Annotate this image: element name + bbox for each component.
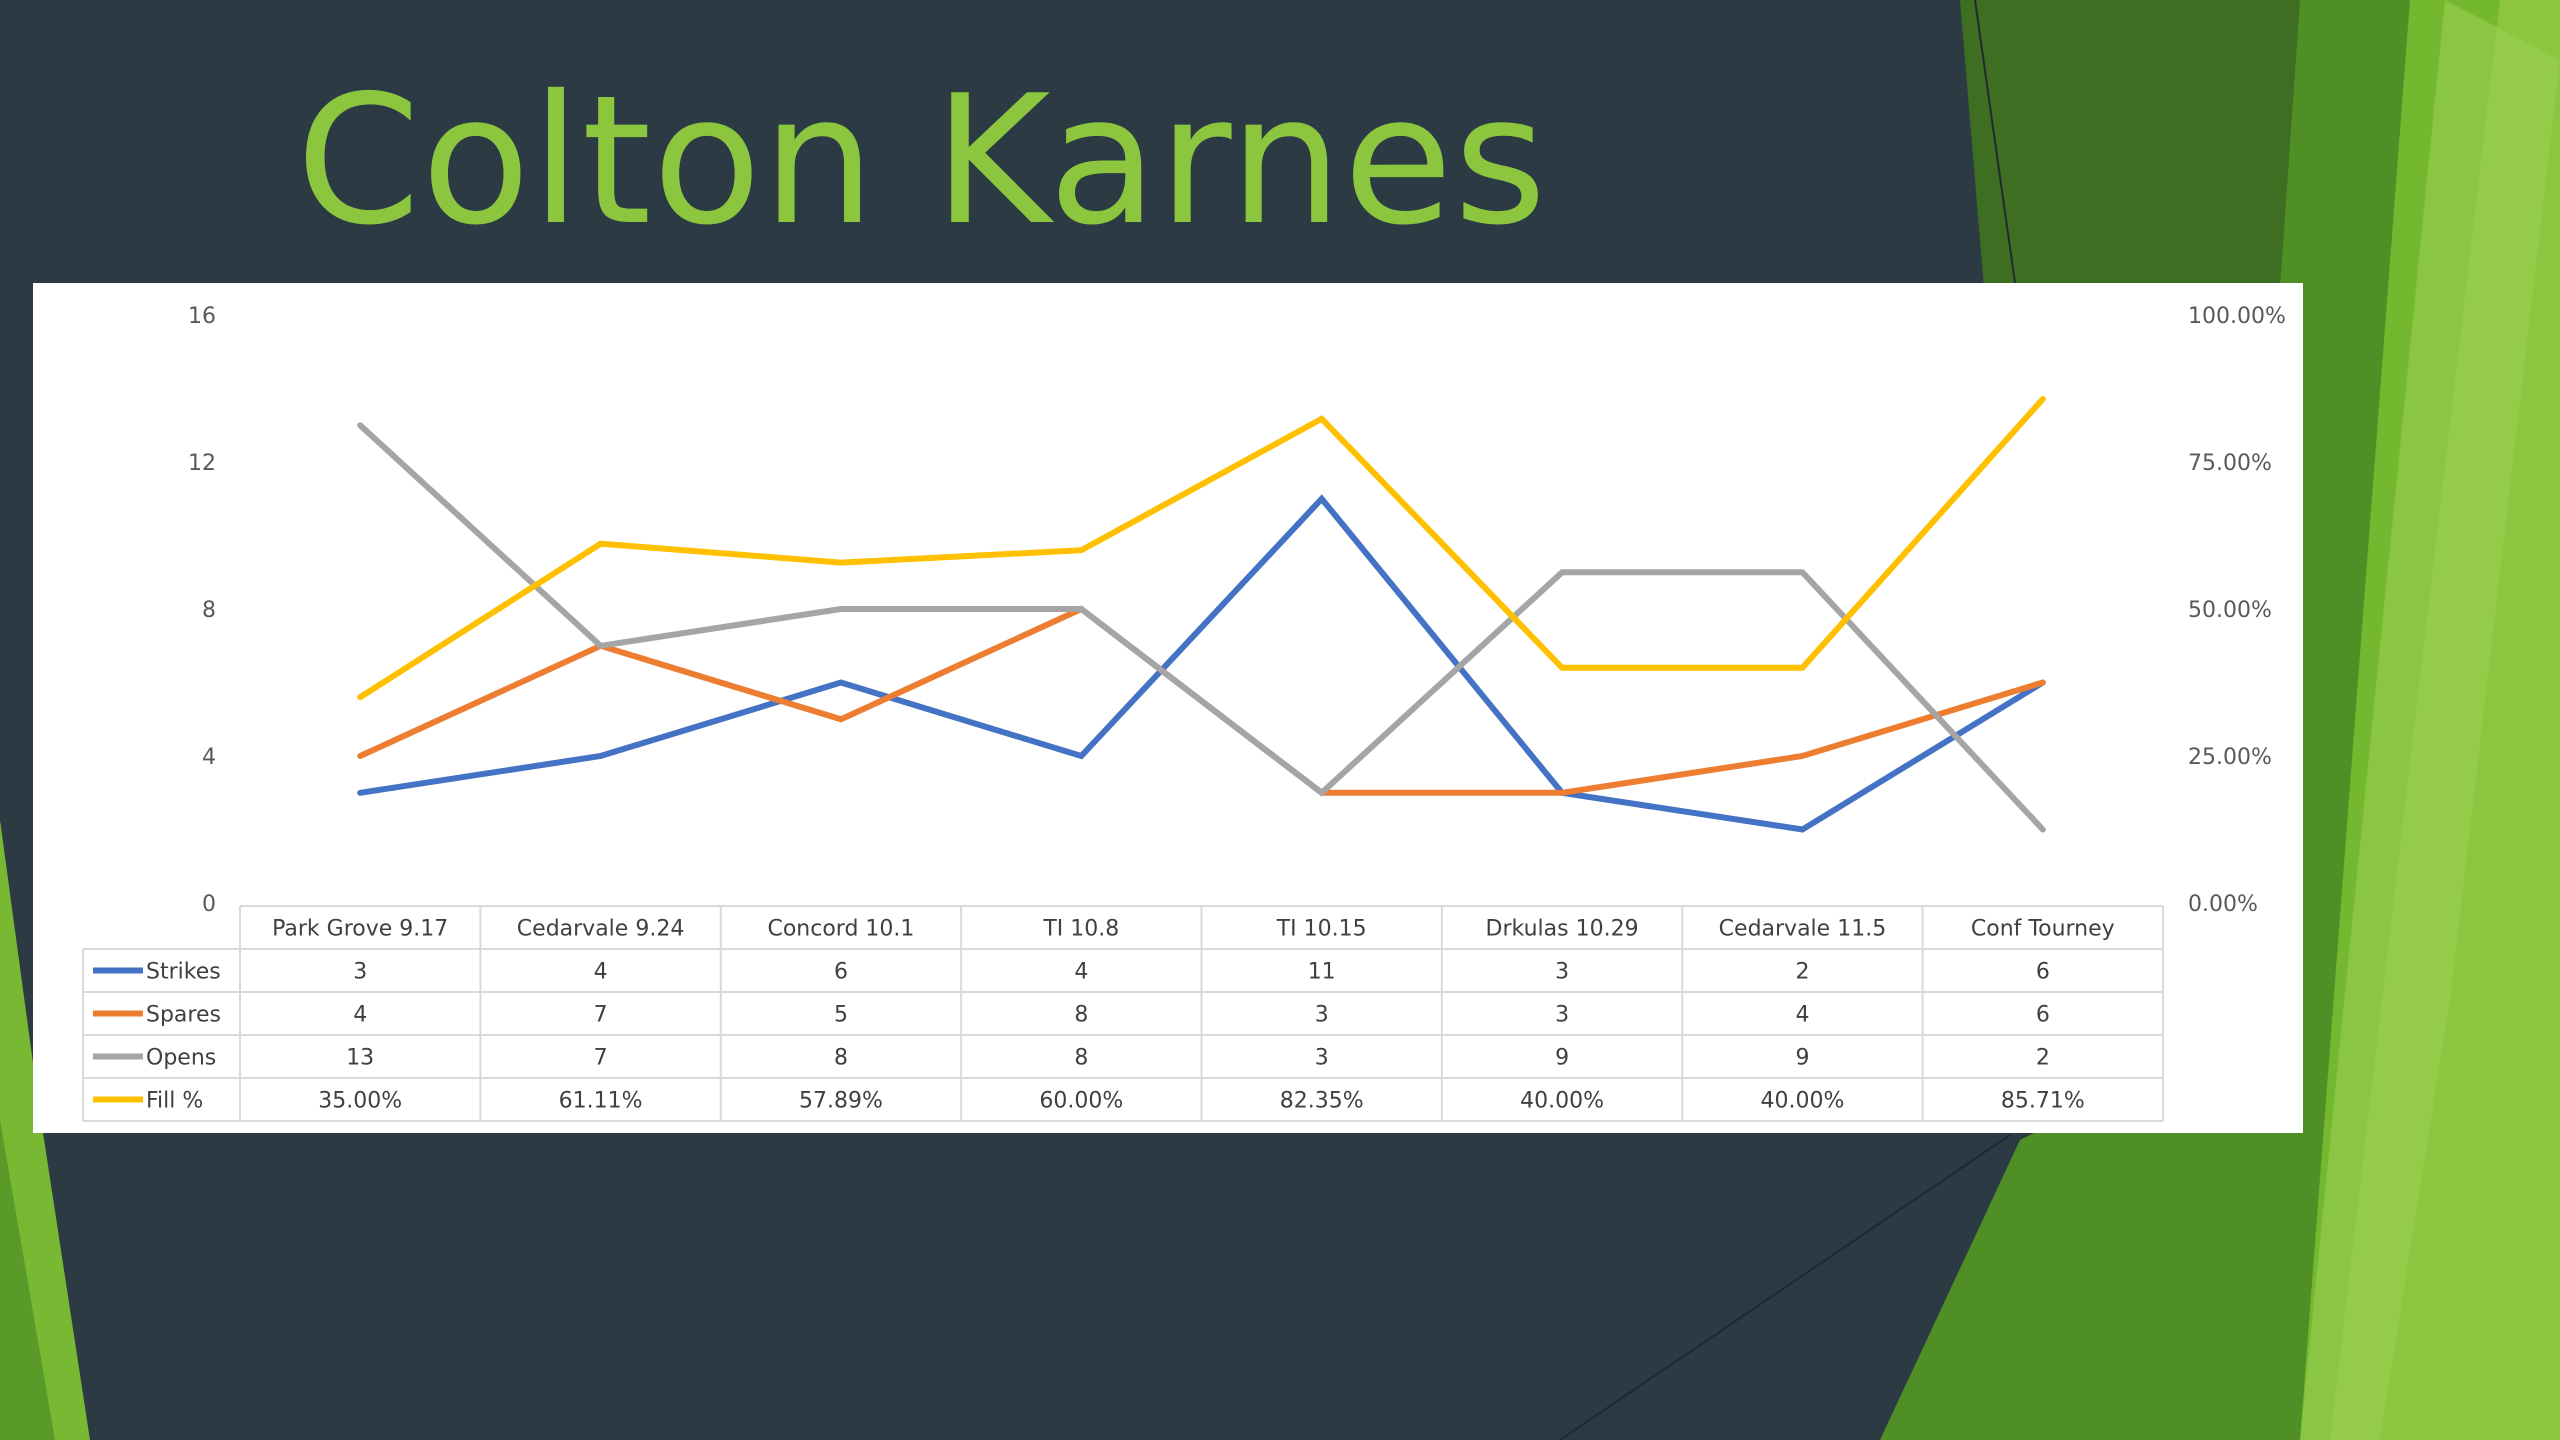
table-cell: 3	[1555, 1003, 1569, 1028]
decor-shape-pale	[2300, 0, 2560, 1440]
table-cell: 61.11%	[559, 1089, 643, 1114]
table-cell: 40.00%	[1520, 1089, 1604, 1114]
table-cell: 35.00%	[318, 1089, 402, 1114]
legend-label: Fill %	[146, 1089, 203, 1114]
x-category-label: Drkulas 10.29	[1486, 917, 1639, 942]
y2-tick-label: 25.00%	[2188, 745, 2272, 770]
x-category-label: Concord 10.1	[767, 917, 914, 942]
y2-tick-label: 100.00%	[2188, 304, 2286, 329]
table-cell: 9	[1555, 1046, 1569, 1071]
table-cell: 8	[1074, 1046, 1088, 1071]
plot-area	[357, 396, 2046, 833]
y-tick-label: 0	[202, 892, 216, 917]
x-category-label: Conf Tourney	[1971, 917, 2115, 942]
table-cell: 40.00%	[1760, 1089, 1844, 1114]
y-tick-label: 16	[188, 304, 216, 329]
table-cell: 9	[1795, 1046, 1809, 1071]
line-chart: 0 4 8 12 16 0.00% 25.00% 50.00% 75.00% 100.00% P…	[82, 304, 2286, 1122]
y2-tick-label: 50.00%	[2188, 598, 2272, 623]
series-line-strikes	[357, 494, 2046, 833]
table-cell: 7	[594, 1046, 608, 1071]
slide-title: Colton Karnes	[296, 57, 1548, 264]
series-line-opens	[357, 422, 2046, 833]
table-cell: 4	[1074, 960, 1088, 985]
table-cell: 82.35%	[1280, 1089, 1364, 1114]
y-axis-right: 0.00% 25.00% 50.00% 75.00% 100.00%	[2188, 304, 2286, 917]
x-category-label: TI 10.15	[1276, 917, 1367, 942]
table-cell: 13	[346, 1046, 374, 1071]
table-cell: 7	[594, 1003, 608, 1028]
legend-label: Strikes	[146, 960, 221, 985]
chart-panel: 0 4 8 12 16 0.00% 25.00% 50.00% 75.00% 100.00% P…	[33, 283, 2303, 1133]
y2-tick-label: 75.00%	[2188, 451, 2272, 476]
table-cell: 6	[834, 960, 848, 985]
table-cell: 4	[353, 1003, 367, 1028]
y-tick-label: 8	[202, 598, 216, 623]
decor-line	[1974, 0, 2016, 284]
data-table: Park Grove 9.17 Cedarvale 9.24 Concord 10.…	[82, 905, 2164, 1122]
table-cell: 5	[834, 1003, 848, 1028]
x-category-label: Cedarvale 9.24	[517, 917, 685, 942]
table-cell: 6	[2036, 960, 2050, 985]
y-tick-label: 4	[202, 745, 216, 770]
table-cell: 11	[1308, 960, 1336, 985]
table-cell: 3	[1315, 1046, 1329, 1071]
table-cell: 3	[1555, 960, 1569, 985]
table-cell: 2	[1795, 960, 1809, 985]
legend-label: Spares	[146, 1003, 221, 1028]
table-cell: 85.71%	[2001, 1089, 2085, 1114]
table-cell: 4	[594, 960, 608, 985]
y-tick-label: 12	[188, 451, 216, 476]
table-cell: 4	[1795, 1003, 1809, 1028]
legend-label: Opens	[146, 1046, 216, 1071]
table-cell: 60.00%	[1039, 1089, 1123, 1114]
x-category-label: Cedarvale 11.5	[1719, 917, 1887, 942]
table-cell: 6	[2036, 1003, 2050, 1028]
decor-line	[1559, 1134, 2011, 1440]
table-cell: 57.89%	[799, 1089, 883, 1114]
y-axis-left: 0 4 8 12 16	[188, 304, 216, 917]
table-cell: 3	[353, 960, 367, 985]
x-category-label: Park Grove 9.17	[272, 917, 448, 942]
series-line-fill	[357, 396, 2046, 701]
table-cell: 3	[1315, 1003, 1329, 1028]
table-cell: 8	[834, 1046, 848, 1071]
x-category-label: TI 10.8	[1042, 917, 1119, 942]
table-cell: 8	[1074, 1003, 1088, 1028]
y2-tick-label: 0.00%	[2188, 892, 2258, 917]
decor-shape-left-dark	[0, 1120, 55, 1440]
table-cell: 2	[2036, 1046, 2050, 1071]
